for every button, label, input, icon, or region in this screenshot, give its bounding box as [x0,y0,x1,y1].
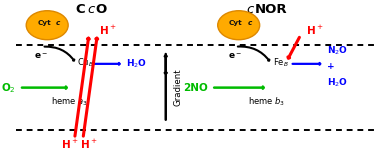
Text: Cyt: Cyt [37,21,51,26]
Text: c: c [246,3,253,16]
Text: 2NO: 2NO [183,83,208,93]
Text: N$_2$O: N$_2$O [327,45,348,58]
Text: H$^+$: H$^+$ [306,24,324,37]
Text: Cu$_B$: Cu$_B$ [77,56,94,69]
Text: H$^+$: H$^+$ [61,138,79,151]
Text: c: c [87,3,94,16]
Ellipse shape [26,11,68,40]
Text: heme $a_3$: heme $a_3$ [51,95,88,108]
Text: H$^+$: H$^+$ [81,138,98,151]
Text: e$^-$: e$^-$ [34,52,48,61]
Text: heme $b_3$: heme $b_3$ [248,95,285,108]
Text: O$_2$: O$_2$ [2,81,16,95]
Text: H$_2$O: H$_2$O [327,76,348,89]
Text: Fe$_B$: Fe$_B$ [273,56,289,69]
Text: +: + [327,62,335,71]
Text: c: c [56,21,60,26]
Text: NOR: NOR [255,3,288,16]
Text: c: c [248,21,252,26]
Text: Gradient: Gradient [173,68,182,106]
Text: H$_2$O: H$_2$O [125,58,147,70]
Text: O: O [96,3,107,16]
Ellipse shape [218,11,260,40]
Text: Cyt: Cyt [229,21,243,26]
Text: H$^+$: H$^+$ [99,24,116,37]
Text: e$^-$: e$^-$ [228,52,243,61]
Text: C: C [76,3,85,16]
